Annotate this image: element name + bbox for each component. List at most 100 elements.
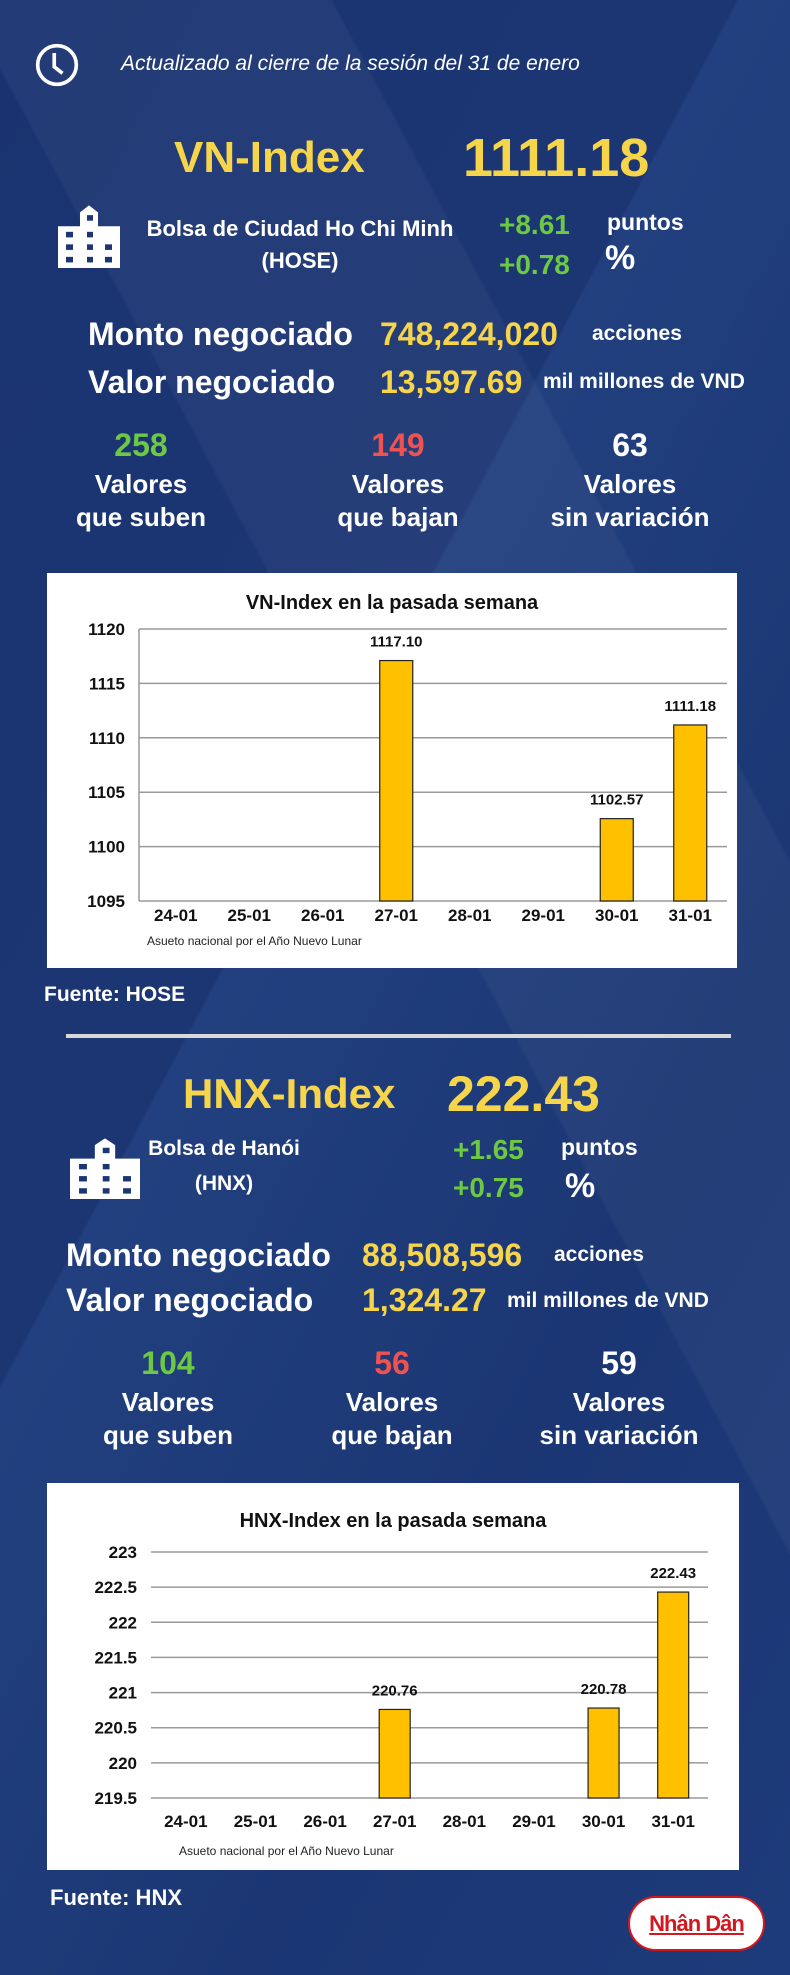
chart-svg: HNX-Index en la pasada semana 219.5 220 220…: [94, 1510, 708, 1858]
advancers-label-2: que suben: [75, 502, 207, 532]
change-points: +1.65: [453, 1134, 524, 1165]
decliners-count: 149: [371, 427, 425, 463]
index-value: 1111.18: [463, 128, 650, 188]
data-label: 1111.18: [664, 698, 716, 715]
value-unit: mil millones de VND: [543, 370, 745, 393]
x-tick-label: 31-01: [669, 906, 712, 925]
y-tick-label: 222: [109, 1613, 137, 1632]
logo-text: Nhân Dân: [649, 1910, 745, 1936]
data-label: 220.78: [581, 1681, 627, 1698]
decliners-label-1: Valores: [351, 469, 445, 499]
value-label: Valor negociado: [88, 364, 336, 400]
y-tick-label: 220: [109, 1754, 137, 1773]
unchanged-label-1: Valores: [583, 469, 677, 499]
advancers-label-1: Valores: [94, 469, 188, 499]
y-tick-label: 222.5: [94, 1578, 137, 1597]
change-points: +8.61: [499, 209, 570, 240]
x-tick-label: 29-01: [512, 1812, 555, 1831]
volume-unit: acciones: [554, 1243, 644, 1266]
x-tick-label: 24-01: [154, 906, 197, 925]
x-tick-label: 26-01: [301, 906, 344, 925]
value-label: Valor negociado: [66, 1282, 314, 1318]
nhan-dan-logo: Nhân Dân: [628, 1896, 765, 1951]
x-tick-label: 26-01: [303, 1812, 346, 1831]
percent-unit: %: [565, 1167, 596, 1205]
unchanged-label-2: sin variación: [550, 502, 710, 532]
change-percent: +0.78: [499, 249, 570, 280]
points-unit: puntos: [561, 1134, 638, 1160]
exchange-code: (HNX): [194, 1172, 254, 1195]
vn-index-chart: VN-Index en la pasada semana 1095 1100 1105…: [47, 573, 737, 968]
chart-title: HNX-Index en la pasada semana: [240, 1510, 548, 1532]
data-label: 1102.57: [590, 792, 643, 809]
unchanged-label-1: Valores: [572, 1387, 666, 1417]
unchanged-count: 59: [601, 1345, 637, 1381]
y-tick-label: 219.5: [94, 1789, 137, 1808]
y-tick-label: 1105: [88, 783, 125, 802]
decliners-label-1: Valores: [345, 1387, 439, 1417]
x-tick-label: 27-01: [375, 906, 418, 925]
y-tick-label: 1095: [87, 892, 125, 911]
update-note: Actualizado al cierre de la sesión del 3…: [121, 52, 580, 75]
x-tick-label: 25-01: [228, 906, 271, 925]
advancers-count: 258: [114, 427, 168, 463]
decliners-label-2: que bajan: [331, 1420, 453, 1450]
x-tick-label: 24-01: [164, 1812, 207, 1831]
data-label: 222.43: [650, 1565, 696, 1582]
building-icon: [58, 205, 120, 268]
advancers-count: 104: [141, 1345, 195, 1381]
section-divider: [66, 1034, 731, 1038]
x-tick-label: 27-01: [373, 1812, 416, 1831]
y-tick-label: 223: [109, 1543, 137, 1562]
y-tick-label: 1115: [89, 674, 125, 693]
index-value: 222.43: [447, 1066, 600, 1122]
x-tick-label: 31-01: [651, 1812, 694, 1831]
x-tick-label: 25-01: [234, 1812, 277, 1831]
chart-annotation: Asueto nacional por el Año Nuevo Lunar: [147, 934, 362, 948]
bar: [379, 659, 414, 902]
clock-icon: [35, 43, 79, 87]
y-tick-label: 1100: [88, 838, 125, 857]
chart-title: VN-Index en la pasada semana: [246, 592, 539, 614]
decliners-count: 56: [374, 1345, 410, 1381]
bar: [599, 818, 634, 902]
unchanged-count: 63: [612, 427, 648, 463]
traded-value: 13,597.69: [380, 364, 523, 400]
x-tick-label: 30-01: [595, 906, 638, 925]
unchanged-label-2: sin variación: [539, 1420, 699, 1450]
volume-label: Monto negociado: [88, 316, 353, 352]
data-label: 220.76: [372, 1682, 418, 1699]
data-label: 1117.10: [370, 634, 423, 651]
exchange-name: Bolsa de Hanói: [148, 1137, 300, 1160]
bar: [673, 724, 708, 902]
percent-unit: %: [605, 239, 636, 277]
advancers-label-2: que suben: [102, 1420, 234, 1450]
index-title: HNX-Index: [183, 1070, 396, 1117]
chart-annotation: Asueto nacional por el Año Nuevo Lunar: [179, 1844, 394, 1858]
x-tick-label: 28-01: [448, 906, 491, 925]
y-tick-label: 220.5: [94, 1719, 137, 1738]
index-title: VN-Index: [174, 133, 365, 182]
exchange-name: Bolsa de Ciudad Ho Chi Minh: [146, 216, 454, 241]
volume-value: 748,224,020: [380, 316, 558, 352]
bar: [587, 1707, 620, 1799]
y-tick-label: 221: [109, 1684, 137, 1703]
y-tick-label: 1120: [88, 620, 125, 639]
bar: [657, 1591, 690, 1799]
chart-svg: VN-Index en la pasada semana 1095 1100 1105…: [87, 592, 727, 948]
volume-label: Monto negociado: [66, 1237, 331, 1273]
bar: [378, 1708, 411, 1799]
source-hose: Fuente: HOSE: [44, 983, 186, 1006]
x-tick-label: 29-01: [522, 906, 565, 925]
hnx-index-chart: HNX-Index en la pasada semana 219.5 220 220…: [47, 1483, 739, 1870]
building-icon: [70, 1138, 140, 1199]
y-tick-label: 1110: [89, 729, 125, 748]
traded-value: 1,324.27: [362, 1282, 487, 1318]
advancers-label-1: Valores: [121, 1387, 215, 1417]
decliners-label-2: que bajan: [337, 502, 459, 532]
x-tick-label: 28-01: [443, 1812, 486, 1831]
exchange-code: (HOSE): [261, 248, 339, 273]
x-tick-label: 30-01: [582, 1812, 625, 1831]
points-unit: puntos: [607, 209, 684, 235]
volume-value: 88,508,596: [362, 1237, 523, 1273]
